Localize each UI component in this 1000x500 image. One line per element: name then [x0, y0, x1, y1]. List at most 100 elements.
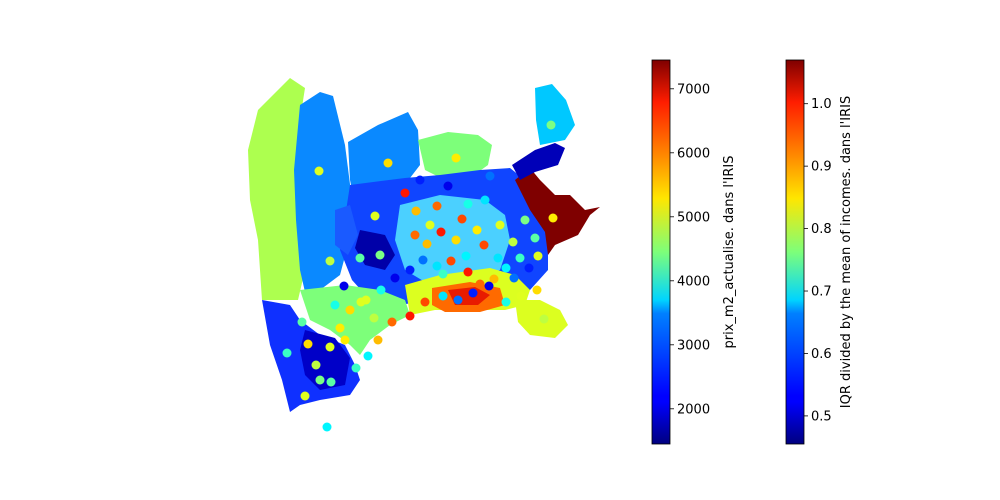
- iris-point: [548, 213, 558, 223]
- region-south-west-dark: [300, 330, 350, 390]
- colorbar-tick-label: 4000: [677, 274, 710, 289]
- iris-point: [335, 323, 345, 333]
- iris-point: [418, 255, 428, 265]
- region-east-darkred: [515, 168, 600, 255]
- iris-point: [461, 251, 471, 261]
- iris-point: [300, 391, 310, 401]
- region-ne-cyan: [535, 84, 575, 145]
- iris-point: [524, 263, 534, 273]
- iris-point: [539, 314, 549, 324]
- iris-point: [405, 311, 415, 321]
- colorbar-price: 2000 3000 4000 5000 6000 7000 prix_m2_actuali…: [651, 59, 737, 445]
- iris-point: [405, 265, 415, 275]
- iris-point: [330, 300, 340, 310]
- iris-point: [468, 288, 478, 298]
- colorbar-price-label: prix_m2_actualise. dans l'IRIS: [722, 155, 737, 348]
- iris-point: [520, 215, 530, 225]
- iris-point: [314, 166, 324, 176]
- iris-point: [376, 285, 386, 295]
- iris-point: [370, 211, 380, 221]
- iris-point: [356, 297, 366, 307]
- colorbar-price-gradient: [651, 59, 671, 445]
- iris-points: [282, 120, 558, 432]
- iris-point: [533, 251, 543, 261]
- iris-point: [438, 269, 448, 279]
- iris-point: [326, 377, 336, 387]
- iris-point: [432, 261, 442, 271]
- iris-point: [438, 291, 448, 301]
- iris-point: [303, 339, 313, 349]
- colorbar-tick-label: 5000: [677, 210, 710, 225]
- iris-point: [432, 201, 442, 211]
- iris-point: [475, 279, 485, 289]
- iris-point: [387, 317, 397, 327]
- iris-point: [508, 237, 518, 247]
- iris-point: [325, 256, 335, 266]
- colorbar-tick-label: 7000: [677, 82, 710, 97]
- iris-point: [479, 240, 489, 250]
- iris-point: [282, 348, 292, 358]
- iris-point: [457, 214, 467, 224]
- iris-point: [369, 313, 379, 323]
- iris-point: [422, 239, 432, 249]
- iris-point: [410, 230, 420, 240]
- colorbar-iqr-label: IQR divided by the mean of incomes. dans…: [839, 96, 854, 408]
- iris-point: [484, 281, 494, 291]
- colorbar-iqr-gradient: [785, 59, 805, 445]
- iris-point: [339, 281, 349, 291]
- iris-point: [425, 220, 435, 230]
- iris-point: [311, 360, 321, 370]
- colorbar-tick-label: 0.9: [811, 160, 832, 175]
- iris-point: [340, 335, 350, 345]
- region-northeast-dark: [512, 143, 565, 180]
- iris-point: [351, 363, 361, 373]
- iris-point: [383, 158, 393, 168]
- colorbar-tick-label: 2000: [677, 402, 710, 417]
- region-west-dark-patch: [355, 230, 395, 270]
- iris-point: [501, 297, 511, 307]
- iris-point: [546, 120, 556, 130]
- iris-point: [390, 273, 400, 283]
- iris-point: [355, 253, 365, 263]
- iris-point: [400, 188, 410, 198]
- colorbar-iqr: 0.5 0.6 0.7 0.8 0.9 1.0 IQR divided by the me…: [785, 59, 854, 445]
- region-west-coast: [248, 78, 305, 300]
- colorbar-tick-label: 0.6: [811, 347, 832, 362]
- iris-point: [485, 171, 495, 181]
- iris-point: [436, 227, 446, 237]
- colorbar-tick-label: 1.0: [811, 97, 832, 112]
- region-northwest-inland: [335, 205, 358, 255]
- iris-point: [446, 256, 456, 266]
- iris-point: [509, 273, 519, 283]
- iris-point: [463, 267, 473, 277]
- iris-point: [373, 335, 383, 345]
- iris-point: [315, 375, 325, 385]
- iris-point: [463, 199, 473, 209]
- colorbar-iqr-ticks: 0.5 0.6 0.7 0.8 0.9 1.0: [804, 97, 832, 424]
- iris-point: [453, 295, 463, 305]
- iris-point: [375, 250, 385, 260]
- iris-point: [415, 175, 425, 185]
- iris-point: [495, 220, 505, 230]
- colorbar-tick-label: 0.7: [811, 285, 832, 300]
- region-west-inland: [294, 92, 352, 292]
- iris-point: [451, 235, 461, 245]
- colorbar-tick-label: 3000: [677, 338, 710, 353]
- region-south-green: [300, 285, 410, 355]
- iris-point: [515, 253, 525, 263]
- colorbar-tick-label: 6000: [677, 146, 710, 161]
- iris-point: [345, 305, 355, 315]
- iris-point: [530, 233, 540, 243]
- iris-point: [532, 285, 542, 295]
- iris-point: [516, 291, 526, 301]
- iris-point: [443, 181, 453, 191]
- iris-point: [363, 351, 373, 361]
- colorbar-tick-label: 0.8: [811, 222, 832, 237]
- iris-point: [420, 297, 430, 307]
- iris-point: [325, 342, 335, 352]
- colorbar-price-ticks: 2000 3000 4000 5000 6000 7000: [670, 82, 710, 417]
- iris-point: [451, 153, 461, 163]
- iris-point: [493, 253, 503, 263]
- iris-point: [480, 195, 490, 205]
